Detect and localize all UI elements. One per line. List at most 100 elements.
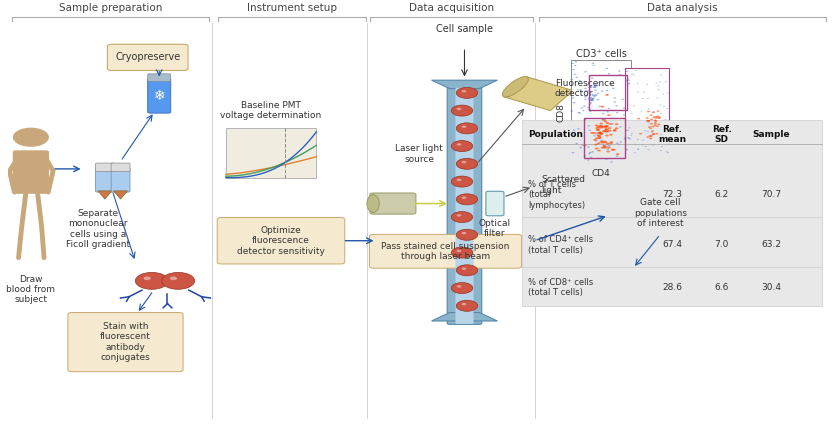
FancyBboxPatch shape [148, 78, 171, 113]
FancyBboxPatch shape [225, 128, 316, 178]
Circle shape [660, 134, 662, 135]
Text: 70.7: 70.7 [761, 190, 781, 199]
Circle shape [579, 147, 582, 149]
Circle shape [575, 61, 577, 62]
Circle shape [592, 132, 597, 134]
Circle shape [590, 157, 592, 158]
Circle shape [579, 113, 582, 114]
Circle shape [601, 140, 603, 141]
Circle shape [597, 135, 602, 137]
FancyBboxPatch shape [572, 60, 631, 164]
Circle shape [631, 133, 633, 134]
FancyBboxPatch shape [370, 193, 416, 214]
Circle shape [598, 132, 602, 134]
Circle shape [584, 96, 587, 98]
Circle shape [462, 161, 466, 163]
FancyBboxPatch shape [148, 74, 171, 81]
Circle shape [597, 137, 602, 139]
Circle shape [665, 119, 666, 120]
FancyBboxPatch shape [217, 217, 344, 264]
Text: % of T cells
(total
lymphocytes): % of T cells (total lymphocytes) [527, 180, 585, 210]
Circle shape [646, 117, 649, 119]
Circle shape [591, 100, 594, 101]
Polygon shape [432, 312, 498, 321]
Circle shape [633, 105, 635, 107]
Circle shape [588, 109, 591, 110]
Circle shape [611, 123, 614, 125]
Circle shape [13, 128, 48, 146]
Circle shape [601, 119, 604, 120]
Circle shape [595, 94, 597, 96]
Circle shape [618, 71, 621, 72]
Circle shape [646, 98, 649, 99]
FancyBboxPatch shape [111, 168, 130, 192]
Circle shape [606, 90, 608, 91]
Circle shape [613, 101, 617, 103]
Ellipse shape [367, 195, 379, 212]
Text: Separate
mononuclear
cells using a
Ficoll gradient: Separate mononuclear cells using a Ficol… [67, 209, 131, 249]
Circle shape [589, 100, 592, 101]
Circle shape [573, 134, 576, 136]
Circle shape [597, 92, 600, 94]
Circle shape [626, 71, 628, 72]
Circle shape [572, 102, 575, 103]
Text: Baseline PMT
voltage determination: Baseline PMT voltage determination [220, 101, 322, 120]
Circle shape [583, 119, 587, 120]
FancyBboxPatch shape [12, 150, 49, 194]
Text: Laser light
source: Laser light source [395, 144, 443, 164]
Circle shape [591, 98, 593, 99]
Circle shape [462, 125, 466, 128]
Circle shape [628, 127, 631, 128]
Circle shape [628, 138, 631, 140]
Circle shape [655, 116, 658, 117]
Circle shape [616, 143, 618, 144]
Circle shape [626, 130, 629, 131]
Circle shape [662, 93, 664, 95]
Circle shape [660, 74, 662, 75]
Circle shape [581, 107, 583, 109]
Circle shape [599, 133, 603, 135]
Circle shape [591, 99, 593, 101]
Circle shape [632, 74, 635, 76]
Circle shape [586, 84, 588, 86]
Circle shape [598, 131, 602, 134]
Circle shape [576, 143, 578, 144]
Circle shape [609, 123, 612, 125]
Circle shape [609, 134, 612, 136]
Circle shape [611, 149, 614, 151]
Circle shape [646, 136, 650, 138]
Circle shape [607, 147, 611, 149]
Circle shape [597, 82, 600, 83]
Circle shape [667, 152, 669, 153]
Text: CD3⁺ cells: CD3⁺ cells [576, 49, 626, 59]
Circle shape [596, 84, 599, 86]
Circle shape [590, 132, 594, 134]
Circle shape [602, 131, 606, 132]
Circle shape [655, 117, 657, 119]
Circle shape [588, 130, 592, 131]
Circle shape [589, 152, 592, 153]
Circle shape [636, 83, 639, 84]
Circle shape [651, 135, 654, 136]
Circle shape [590, 86, 592, 87]
Circle shape [641, 98, 644, 99]
Circle shape [634, 144, 636, 145]
Circle shape [610, 84, 612, 86]
Circle shape [616, 155, 618, 157]
Text: % of CD8⁺ cells
(total T cells): % of CD8⁺ cells (total T cells) [527, 278, 593, 297]
FancyBboxPatch shape [111, 163, 130, 172]
Circle shape [626, 149, 628, 150]
Circle shape [456, 194, 478, 205]
Text: Optical
filter: Optical filter [479, 219, 511, 238]
Circle shape [613, 129, 617, 131]
Circle shape [576, 77, 578, 78]
Circle shape [462, 196, 466, 199]
Circle shape [583, 105, 586, 107]
Polygon shape [432, 80, 498, 89]
Circle shape [593, 96, 596, 98]
Circle shape [587, 81, 591, 83]
Circle shape [170, 276, 177, 280]
Text: Instrument setup: Instrument setup [247, 3, 337, 13]
Circle shape [595, 140, 597, 142]
FancyBboxPatch shape [447, 87, 482, 324]
